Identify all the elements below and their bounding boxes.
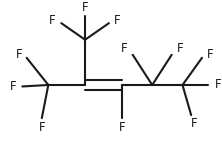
Text: F: F: [177, 42, 184, 55]
Text: F: F: [114, 14, 121, 27]
Text: F: F: [207, 48, 214, 61]
Text: F: F: [191, 117, 198, 130]
Text: F: F: [119, 121, 125, 134]
Text: F: F: [16, 48, 22, 61]
Text: F: F: [49, 14, 56, 27]
Text: F: F: [38, 121, 45, 134]
Text: F: F: [82, 1, 88, 14]
Text: F: F: [10, 80, 17, 93]
Text: F: F: [121, 42, 127, 55]
Text: F: F: [215, 79, 222, 91]
